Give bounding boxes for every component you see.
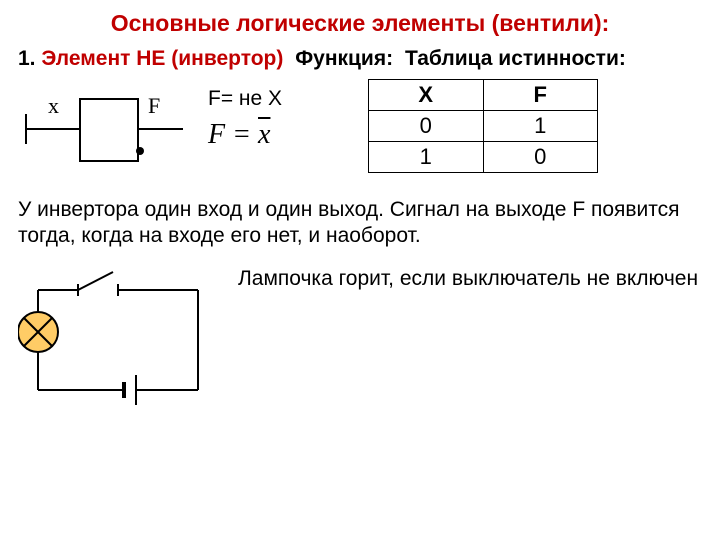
row-gate-func-table: x F F= не X F = x X F 0 1 1 0 [18,79,702,179]
gate-input-label: x [48,93,59,118]
th-f: F [483,80,598,111]
gate-output-label: F [148,93,160,118]
cell-11: 0 [483,142,598,173]
page-title: Основные логические элементы (вентили): [18,10,702,37]
subtitle-row: 1. Элемент НЕ (инвертор) Функция: Таблиц… [18,47,702,71]
lamp-description: Лампочка горит, если выключатель не вклю… [238,260,702,292]
table-header: Таблица истинности: [405,47,626,70]
cell-10: 1 [369,142,484,173]
subtitle-red: Элемент НЕ (инвертор) [41,47,283,70]
cell-01: 1 [483,111,598,142]
function-eq-text: F= не X [208,87,348,111]
cell-00: 0 [369,111,484,142]
row-circuit-lamp: Лампочка горит, если выключатель не вклю… [18,260,702,420]
subtitle-num: 1. [18,47,41,70]
formula-lhs: F [208,119,225,150]
description-text: У инвертора один вход и один выход. Сигн… [18,197,702,250]
func-header: Функция: [295,47,393,70]
formula-rhs: x [258,119,270,150]
function-column: F= не X F = x [208,79,348,151]
lamp-circuit-diagram [18,260,218,420]
formula-eq: = [225,119,258,150]
truth-table: X F 0 1 1 0 [368,79,598,173]
th-x: X [369,80,484,111]
function-formula: F = x [208,119,348,151]
not-gate-diagram: x F [18,79,188,179]
